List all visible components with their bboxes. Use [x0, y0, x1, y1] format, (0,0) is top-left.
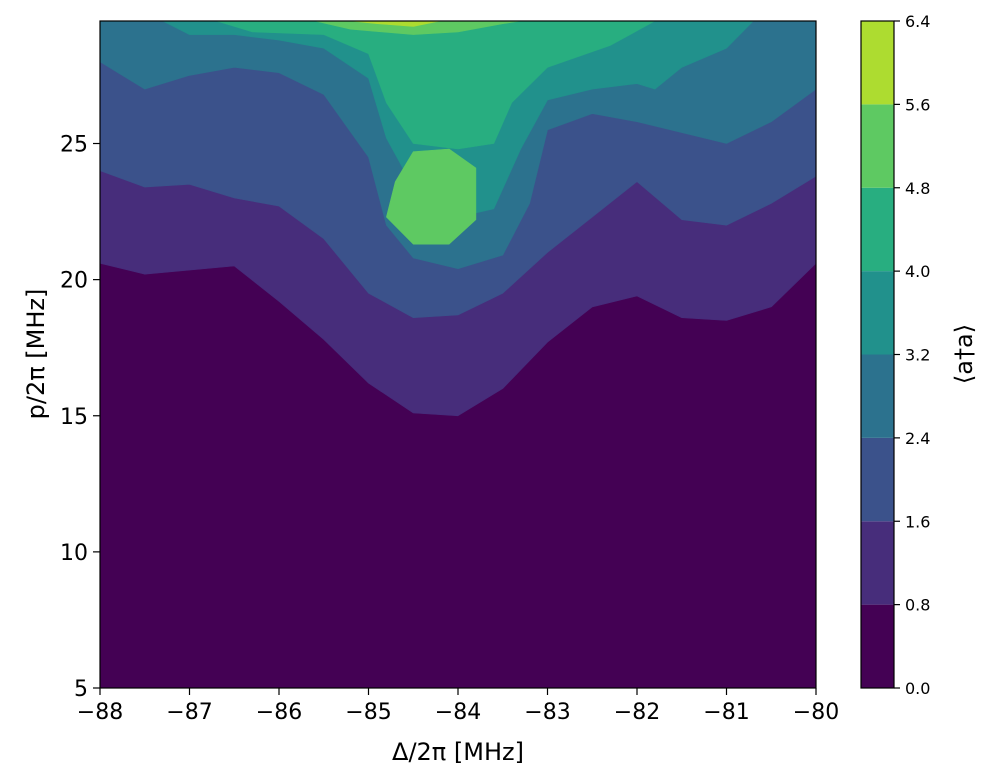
contour-region-7: [350, 21, 441, 27]
y-tick-label: 10: [60, 541, 88, 566]
colorbar-tick-label: 0.0: [905, 679, 930, 698]
colorbar-band: [861, 354, 894, 438]
x-tick-label: −83: [524, 700, 570, 725]
x-axis-ticks: −88 −87 −86 −85 −84 −83 −82 −81 −80: [77, 688, 839, 725]
y-tick-label: 5: [74, 677, 88, 702]
contour-region-6: [314, 21, 521, 35]
y-axis-ticks: 5 10 15 20 25: [60, 133, 100, 702]
y-axis-label: p/2π [MHz]: [22, 289, 50, 420]
colorbar-band: [861, 271, 894, 355]
contour-fills: [100, 21, 816, 417]
x-tick-label: −86: [256, 700, 302, 725]
plot-area: −88 −87 −86 −85 −84 −83 −82 −81 −80 5 10 15 20 25: [60, 20, 839, 725]
contour-region-5: [386, 148, 477, 245]
colorbar-band: [861, 104, 894, 188]
colorbar-label: ⟨a†a⟩: [950, 324, 978, 384]
colorbar-tick-label: 2.4: [905, 429, 930, 448]
colorbar-ticks: 0.0 0.8 1.6 2.4 3.2 4.0 4.8 5.6 6.4: [894, 12, 930, 698]
x-axis-label: Δ/2π [MHz]: [392, 738, 524, 766]
x-tick-label: −81: [703, 700, 749, 725]
colorbar-tick-label: 0.8: [905, 596, 930, 615]
x-tick-label: −82: [614, 700, 660, 725]
colorbar-band: [861, 21, 894, 105]
colorbar-band: [861, 521, 894, 605]
colorbar-band: [861, 437, 894, 522]
colorbar: 0.0 0.8 1.6 2.4 3.2 4.0 4.8 5.6 6.4: [860, 12, 930, 698]
colorbar-band: [861, 604, 894, 688]
colorbar-bands: [861, 21, 894, 688]
colorbar-tick-label: 4.0: [905, 262, 930, 281]
y-tick-label: 20: [60, 269, 88, 294]
x-tick-label: −80: [793, 700, 839, 725]
colorbar-tick-label: 4.8: [905, 179, 930, 198]
y-tick-label: 25: [60, 133, 88, 158]
colorbar-band: [861, 187, 894, 272]
x-tick-label: −87: [166, 700, 212, 725]
x-tick-label: −85: [345, 700, 391, 725]
colorbar-tick-label: 6.4: [905, 12, 930, 31]
colorbar-tick-label: 3.2: [905, 346, 930, 365]
colorbar-tick-label: 5.6: [905, 95, 930, 114]
x-tick-label: −88: [77, 700, 123, 725]
y-tick-label: 15: [60, 405, 88, 430]
contour-region-4: [216, 21, 656, 150]
x-tick-label: −84: [435, 700, 481, 725]
colorbar-tick-label: 1.6: [905, 512, 930, 531]
